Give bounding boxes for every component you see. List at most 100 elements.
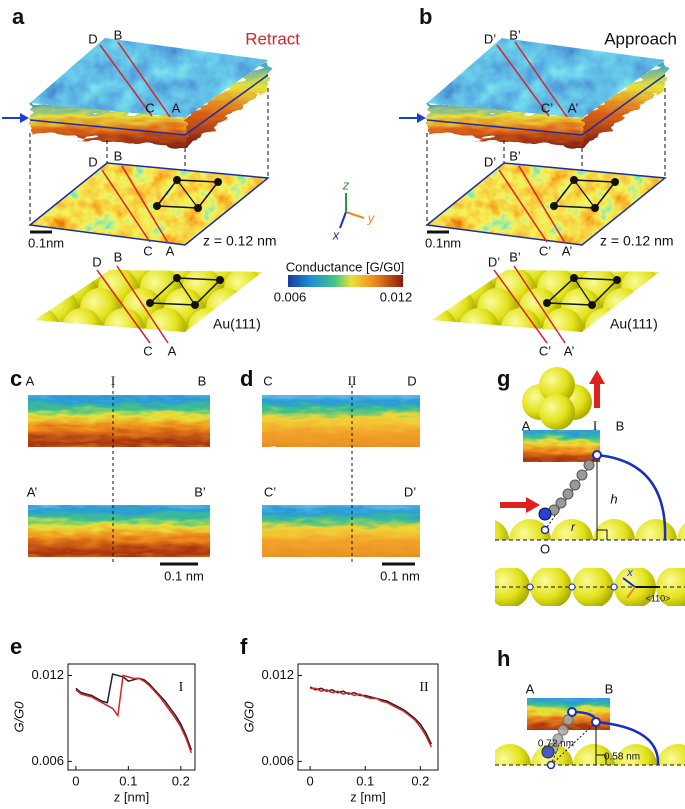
cut-line — [513, 265, 566, 344]
label: C’ — [541, 100, 553, 115]
label: Conductance [G/G0] — [286, 259, 405, 274]
plot-frame — [67, 663, 196, 771]
tip — [592, 450, 602, 460]
label: B — [605, 681, 614, 696]
label: Retract — [245, 29, 300, 48]
label: a — [12, 4, 25, 29]
label: B — [114, 148, 123, 163]
arrow — [20, 113, 29, 123]
label: D’ — [488, 254, 500, 269]
tip — [567, 707, 577, 717]
map — [427, 163, 665, 245]
arrow — [526, 497, 540, 513]
label: I — [593, 418, 597, 433]
lattice-site — [191, 301, 199, 309]
cut-line — [498, 169, 548, 243]
label: B — [198, 373, 207, 388]
atom — [539, 394, 575, 430]
label: B’ — [194, 484, 206, 499]
x-tick-label: 0 — [307, 773, 314, 788]
atom — [224, 270, 262, 308]
slab-top — [427, 38, 665, 118]
label: z [nm] — [350, 789, 385, 804]
label: 0.1nm — [28, 235, 64, 250]
map — [30, 163, 268, 245]
label: G/G0 — [11, 701, 26, 733]
label: r — [571, 520, 576, 534]
cut-line — [96, 269, 151, 344]
map-strip — [523, 430, 600, 462]
lattice-site — [611, 178, 619, 186]
atom — [681, 248, 685, 288]
atom — [593, 519, 635, 540]
label: B — [114, 27, 123, 42]
model-h — [495, 698, 685, 770]
label: Au(111) — [610, 316, 658, 332]
origin — [546, 760, 556, 770]
label: II — [419, 680, 429, 695]
cut-line — [99, 44, 153, 117]
y-tick-label: 0.012 — [261, 667, 294, 682]
label: Au(111) — [213, 316, 261, 332]
series-line — [75, 673, 193, 751]
series-line — [310, 687, 433, 748]
label: 0.006 — [274, 289, 307, 304]
cut-line — [493, 269, 548, 344]
lattice — [573, 277, 593, 306]
label: A — [522, 418, 531, 433]
map-strip — [262, 395, 420, 447]
slab-edge — [426, 74, 666, 136]
series-line — [75, 674, 193, 754]
label: B’ — [509, 27, 521, 42]
label: B’ — [509, 249, 521, 264]
lattice-site — [570, 176, 578, 184]
x-tick-label: 0.1 — [356, 773, 374, 788]
cut-line — [518, 165, 566, 244]
colorbar — [288, 275, 403, 287]
label: A’ — [568, 100, 579, 115]
label: C — [143, 343, 152, 358]
cut-line — [117, 41, 171, 118]
cut-line — [101, 169, 151, 243]
label: C — [143, 243, 152, 258]
atom — [539, 367, 575, 403]
label: h — [497, 646, 510, 671]
y-tick-label: 0.006 — [261, 753, 294, 768]
label: C’ — [539, 343, 551, 358]
molecule — [538, 459, 595, 521]
lattice-site — [613, 276, 621, 284]
atom — [635, 519, 677, 540]
label: g — [497, 366, 510, 391]
label: G/G0 — [241, 701, 256, 733]
atom — [432, 308, 457, 332]
lattice-site — [543, 299, 551, 307]
atom — [543, 308, 583, 332]
x-tick-label: 0.2 — [411, 773, 429, 788]
label: D — [88, 31, 97, 46]
atom — [509, 519, 551, 540]
right-angle — [597, 529, 608, 540]
origin — [540, 525, 550, 535]
label: y — [367, 210, 376, 225]
atom — [677, 523, 685, 540]
atom — [104, 308, 144, 332]
x-tick-label: 0 — [72, 773, 79, 788]
label: D’ — [404, 484, 416, 499]
atom — [495, 520, 509, 540]
lattice-site — [588, 301, 596, 309]
lattice — [573, 179, 596, 209]
axis-arrow — [622, 577, 636, 588]
label: D — [88, 154, 97, 169]
label: b — [419, 4, 432, 29]
y-tick-label: 0.006 — [31, 753, 64, 768]
label: z [nm] — [114, 789, 149, 804]
arc — [596, 453, 667, 541]
label: z = 0.12 nm — [600, 233, 674, 249]
label: A’ — [562, 243, 573, 258]
panel-b: b Approach D’ B’ C’ A’ D’ B’ C’ A’ D’ B’ C’ A’ 0.1nm z … — [399, 4, 685, 358]
label: A’ — [564, 343, 575, 358]
label: A — [172, 100, 181, 115]
atom — [146, 308, 186, 332]
lattice-site — [570, 274, 578, 282]
